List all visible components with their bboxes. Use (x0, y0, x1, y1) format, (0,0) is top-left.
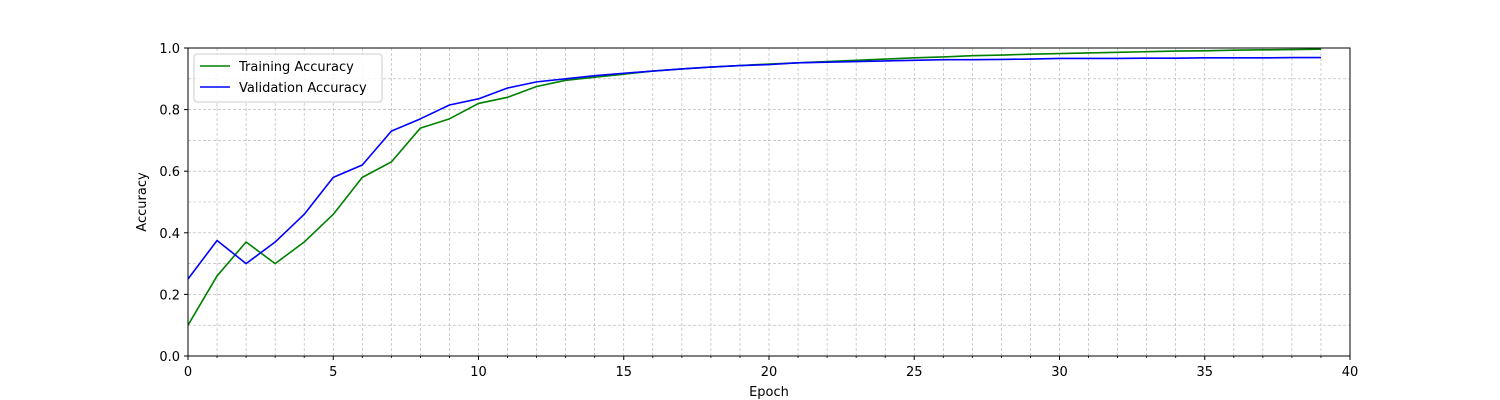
y-axis-label: Accuracy (135, 172, 150, 232)
legend: Training Accuracy Validation Accuracy (193, 53, 383, 103)
y-tick-label: 0.2 (159, 288, 180, 303)
x-tick-label: 10 (470, 365, 487, 380)
x-tick-label: 35 (1196, 365, 1213, 380)
series-line-validation (187, 56, 1321, 280)
x-axis-label: Epoch (749, 385, 789, 400)
legend-box (193, 53, 383, 103)
grid-lines (188, 48, 1350, 356)
x-tick-label: 30 (1051, 365, 1068, 380)
y-tick-label: 0.4 (159, 227, 180, 242)
x-tick-label: 20 (761, 365, 778, 380)
axis-ticks: 0 5 10 15 20 25 30 35 40 0.0 0.2 0.4 0.6 0.8 1.0 (159, 42, 1358, 380)
x-tick-label: 5 (329, 365, 337, 380)
x-tick-label: 40 (1342, 365, 1359, 380)
y-tick-label: 0.8 (159, 104, 180, 119)
x-tick-label: 25 (906, 365, 923, 380)
x-tick-label: 0 (184, 365, 192, 380)
legend-entry-label: Validation Accuracy (239, 81, 367, 96)
series-lines (187, 48, 1321, 326)
y-tick-label: 0.6 (159, 165, 180, 180)
x-tick-label: 15 (615, 365, 632, 380)
y-tick-label: 0.0 (159, 350, 180, 365)
y-tick-label: 1.0 (159, 42, 180, 57)
legend-entry-label: Training Accuracy (238, 60, 354, 75)
